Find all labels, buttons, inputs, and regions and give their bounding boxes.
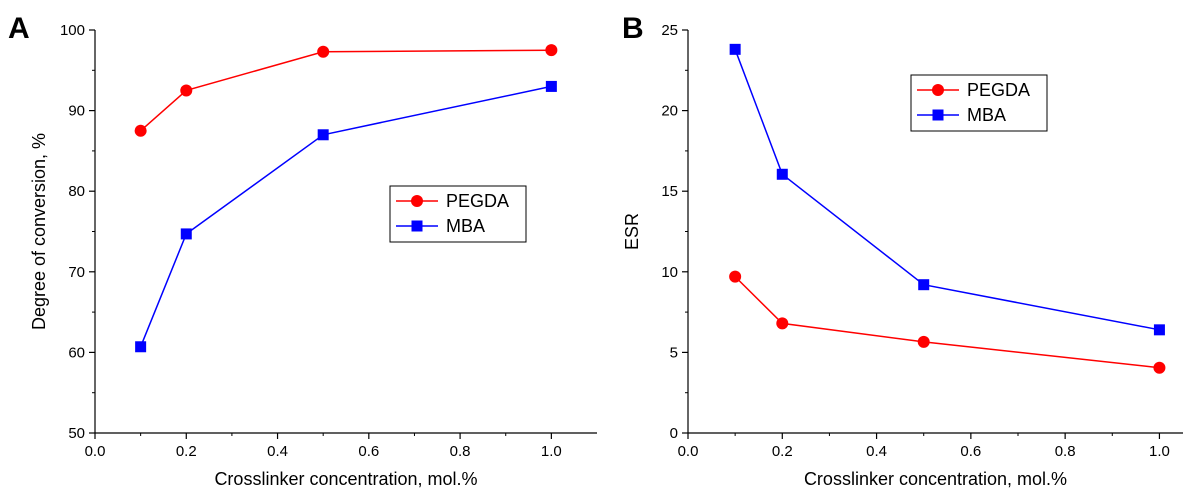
mba-data-point bbox=[918, 279, 930, 291]
legend-label-mba: MBA bbox=[967, 105, 1006, 125]
legend-label-mba: MBA bbox=[446, 216, 485, 236]
y-tick-label: 70 bbox=[68, 264, 85, 281]
x-axis-label: Crosslinker concentration, mol.% bbox=[214, 469, 477, 489]
chart-panel-a: 0.0 0.2 0.4 0.6 0.8 1.0 50 60 70 80 90 100 Crosslink… bbox=[29, 22, 597, 489]
legend-marker-pegda bbox=[411, 195, 423, 207]
legend: PEGDA MBA bbox=[389, 185, 527, 243]
x-tick-label: 1.0 bbox=[541, 443, 562, 460]
y-tick-label: 100 bbox=[60, 22, 85, 39]
legend-box bbox=[389, 185, 527, 243]
y-tick-label: 90 bbox=[68, 103, 85, 120]
x-tick-label: 0.6 bbox=[358, 443, 379, 460]
mba-data-point bbox=[1153, 324, 1165, 336]
pegda-data-point bbox=[180, 84, 193, 97]
y-tick-label: 15 bbox=[661, 183, 678, 200]
y-axis-label: Degree of conversion, % bbox=[29, 133, 49, 330]
legend-marker-mba bbox=[932, 109, 944, 121]
mba-data-point bbox=[317, 129, 329, 141]
y-tick-label: 80 bbox=[68, 183, 85, 200]
x-axis-label: Crosslinker concentration, mol.% bbox=[804, 469, 1067, 489]
y-tick-label: 60 bbox=[68, 344, 85, 361]
pegda-data-point bbox=[776, 317, 789, 330]
x-tick-label: 0.8 bbox=[1055, 443, 1076, 460]
pegda-series-line bbox=[734, 276, 1160, 369]
mba-data-point bbox=[729, 43, 741, 55]
x-tick-label: 0.2 bbox=[772, 443, 793, 460]
pegda-data-point bbox=[317, 45, 330, 58]
x-tick-label: 0.4 bbox=[866, 443, 887, 460]
y-tick-label: 10 bbox=[661, 264, 678, 281]
pegda-data-point bbox=[545, 44, 558, 57]
legend-marker-pegda bbox=[932, 84, 944, 96]
y-tick-label: 50 bbox=[68, 425, 85, 442]
pegda-data-point bbox=[134, 124, 147, 137]
mba-data-point bbox=[180, 228, 192, 240]
mba-series-line bbox=[139, 85, 552, 348]
y-tick-label: 0 bbox=[670, 425, 678, 442]
x-tick-label: 0.6 bbox=[960, 443, 981, 460]
x-tick-label: 0.4 bbox=[267, 443, 288, 460]
x-tick-label: 0.0 bbox=[678, 443, 699, 460]
mba-series-line bbox=[734, 49, 1160, 331]
y-tick-label: 20 bbox=[661, 103, 678, 120]
mba-data-point bbox=[776, 168, 788, 180]
legend-marker-mba bbox=[411, 220, 423, 232]
legend-label-pegda: PEGDA bbox=[967, 80, 1030, 100]
panel-letter-b: B bbox=[622, 12, 644, 45]
pegda-data-point bbox=[917, 335, 930, 348]
x-tick-label: 0.8 bbox=[450, 443, 471, 460]
mba-data-point bbox=[135, 341, 147, 353]
pegda-series-line bbox=[140, 49, 552, 132]
x-tick-label: 0.2 bbox=[176, 443, 197, 460]
pegda-data-point bbox=[729, 270, 742, 283]
x-tick-label: 0.0 bbox=[85, 443, 106, 460]
legend-box bbox=[910, 74, 1048, 132]
chart-panel-b: 0.0 0.2 0.4 0.6 0.8 1.0 0 5 10 15 20 25 Crosslinker … bbox=[622, 22, 1183, 489]
legend-label-pegda: PEGDA bbox=[446, 191, 509, 211]
y-axis-label: ESR bbox=[622, 213, 642, 250]
legend: PEGDA MBA bbox=[910, 74, 1048, 132]
y-tick-label: 25 bbox=[661, 22, 678, 39]
pegda-data-point bbox=[1153, 361, 1166, 374]
panel-letter-a: A bbox=[8, 12, 30, 45]
mba-data-point bbox=[545, 80, 557, 92]
x-tick-label: 1.0 bbox=[1149, 443, 1170, 460]
y-tick-label: 5 bbox=[670, 344, 678, 361]
